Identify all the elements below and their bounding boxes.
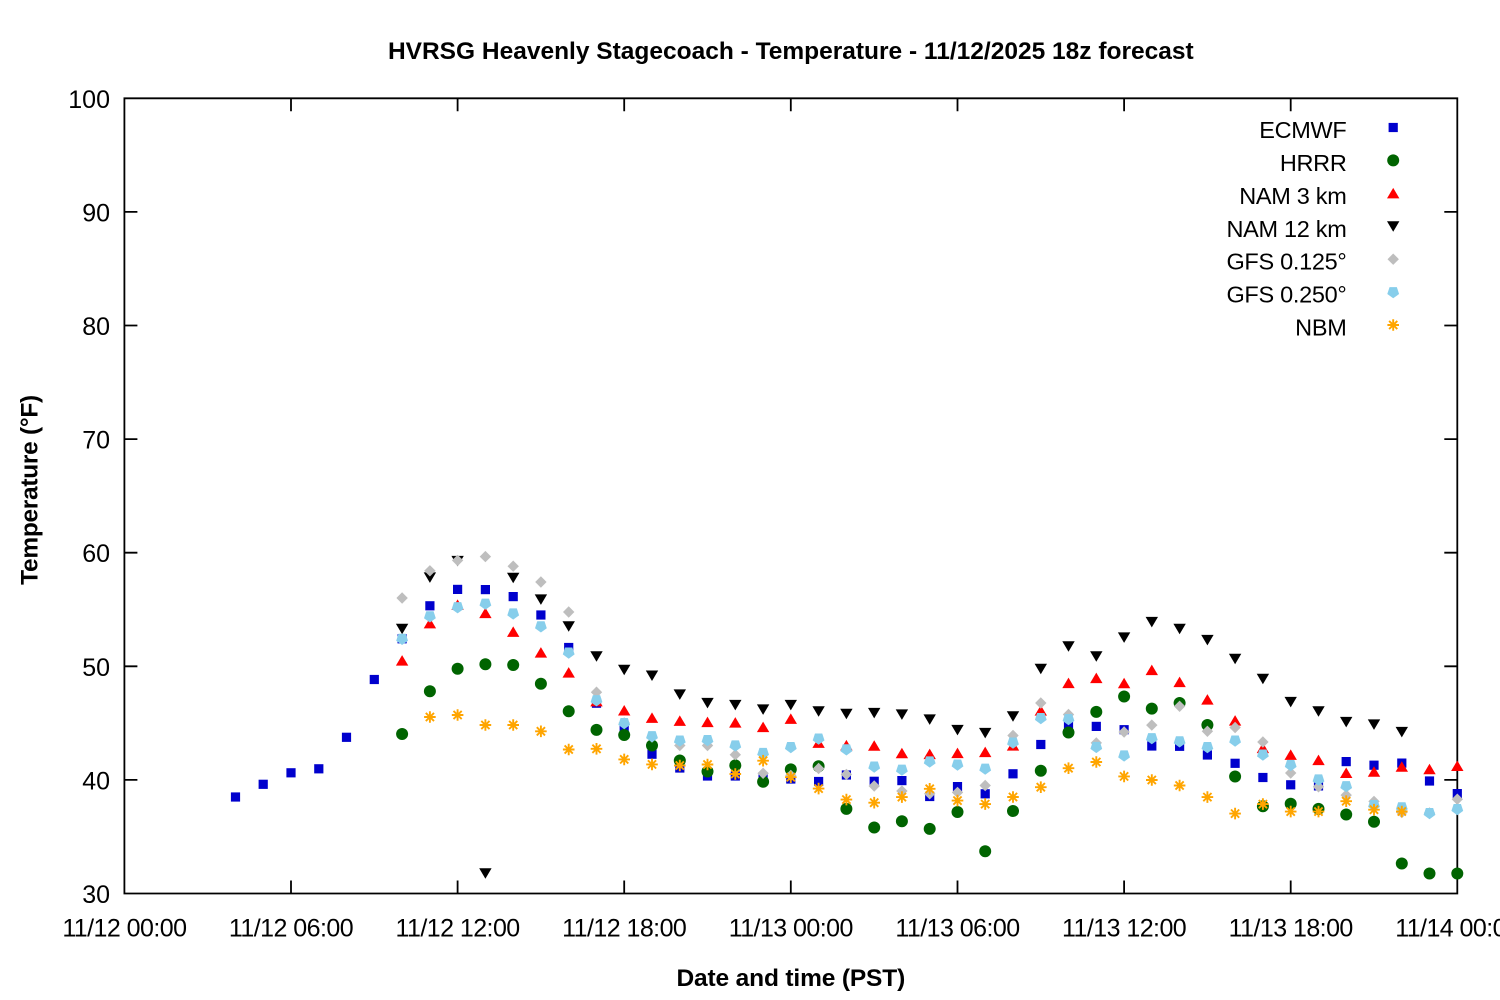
svg-text:90: 90: [82, 199, 110, 227]
svg-text:ECMWF: ECMWF: [1259, 117, 1346, 143]
svg-text:11/13 18:00: 11/13 18:00: [1229, 915, 1353, 943]
svg-text:40: 40: [82, 767, 110, 795]
svg-text:11/12 18:00: 11/12 18:00: [562, 915, 686, 943]
svg-text:HVRSG Heavenly Stagecoach - Te: HVRSG Heavenly Stagecoach - Temperature …: [388, 38, 1194, 65]
svg-text:70: 70: [82, 427, 110, 455]
svg-text:100: 100: [68, 86, 110, 114]
svg-text:NAM 3 km: NAM 3 km: [1239, 183, 1346, 209]
svg-text:11/13 12:00: 11/13 12:00: [1062, 915, 1186, 943]
svg-text:NBM: NBM: [1295, 315, 1346, 341]
svg-text:GFS 0.125°: GFS 0.125°: [1226, 249, 1346, 275]
svg-text:11/13 06:00: 11/13 06:00: [895, 915, 1019, 943]
svg-text:Date and time (PST): Date and time (PST): [677, 965, 906, 992]
svg-text:11/12 06:00: 11/12 06:00: [229, 915, 353, 943]
svg-text:Temperature (°F): Temperature (°F): [17, 395, 44, 585]
svg-text:GFS 0.250°: GFS 0.250°: [1226, 282, 1346, 308]
svg-text:50: 50: [82, 654, 110, 682]
svg-text:60: 60: [82, 540, 110, 568]
svg-text:NAM 12 km: NAM 12 km: [1226, 216, 1346, 242]
svg-text:11/13 00:00: 11/13 00:00: [729, 915, 853, 943]
svg-text:11/12 12:00: 11/12 12:00: [396, 915, 520, 943]
svg-text:11/14 00:00: 11/14 00:00: [1395, 915, 1500, 943]
svg-text:HRRR: HRRR: [1280, 150, 1347, 176]
svg-text:11/12 00:00: 11/12 00:00: [62, 915, 186, 943]
svg-text:80: 80: [82, 313, 110, 341]
svg-text:30: 30: [82, 881, 110, 909]
